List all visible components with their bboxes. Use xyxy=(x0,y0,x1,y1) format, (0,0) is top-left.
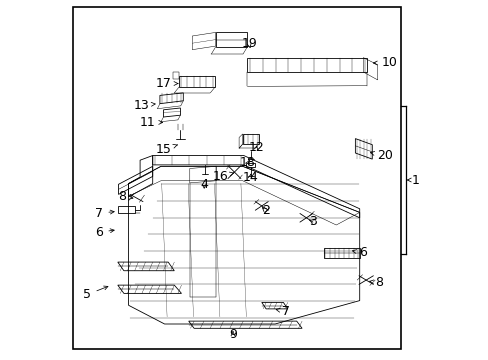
Text: 8: 8 xyxy=(368,276,382,289)
Text: 12: 12 xyxy=(248,141,264,154)
Text: 7: 7 xyxy=(276,305,290,318)
Text: 19: 19 xyxy=(241,37,257,50)
Text: 1: 1 xyxy=(407,174,419,186)
Text: 20: 20 xyxy=(370,149,392,162)
Text: 2: 2 xyxy=(261,204,269,217)
Text: 6: 6 xyxy=(95,226,114,239)
Text: 5: 5 xyxy=(83,286,108,301)
Text: 15: 15 xyxy=(156,143,177,156)
Text: 10: 10 xyxy=(373,57,396,69)
Text: 9: 9 xyxy=(228,328,236,341)
Text: 14: 14 xyxy=(242,171,258,184)
Text: 3: 3 xyxy=(308,215,316,228)
Text: 4: 4 xyxy=(200,178,208,191)
Text: 16: 16 xyxy=(212,170,233,183)
Text: 6: 6 xyxy=(352,246,366,259)
Text: 8: 8 xyxy=(118,190,133,203)
Text: 7: 7 xyxy=(95,207,114,220)
Text: 11: 11 xyxy=(139,116,163,129)
Text: 18: 18 xyxy=(240,156,256,169)
Text: 13: 13 xyxy=(133,99,155,112)
Text: 17: 17 xyxy=(156,77,178,90)
